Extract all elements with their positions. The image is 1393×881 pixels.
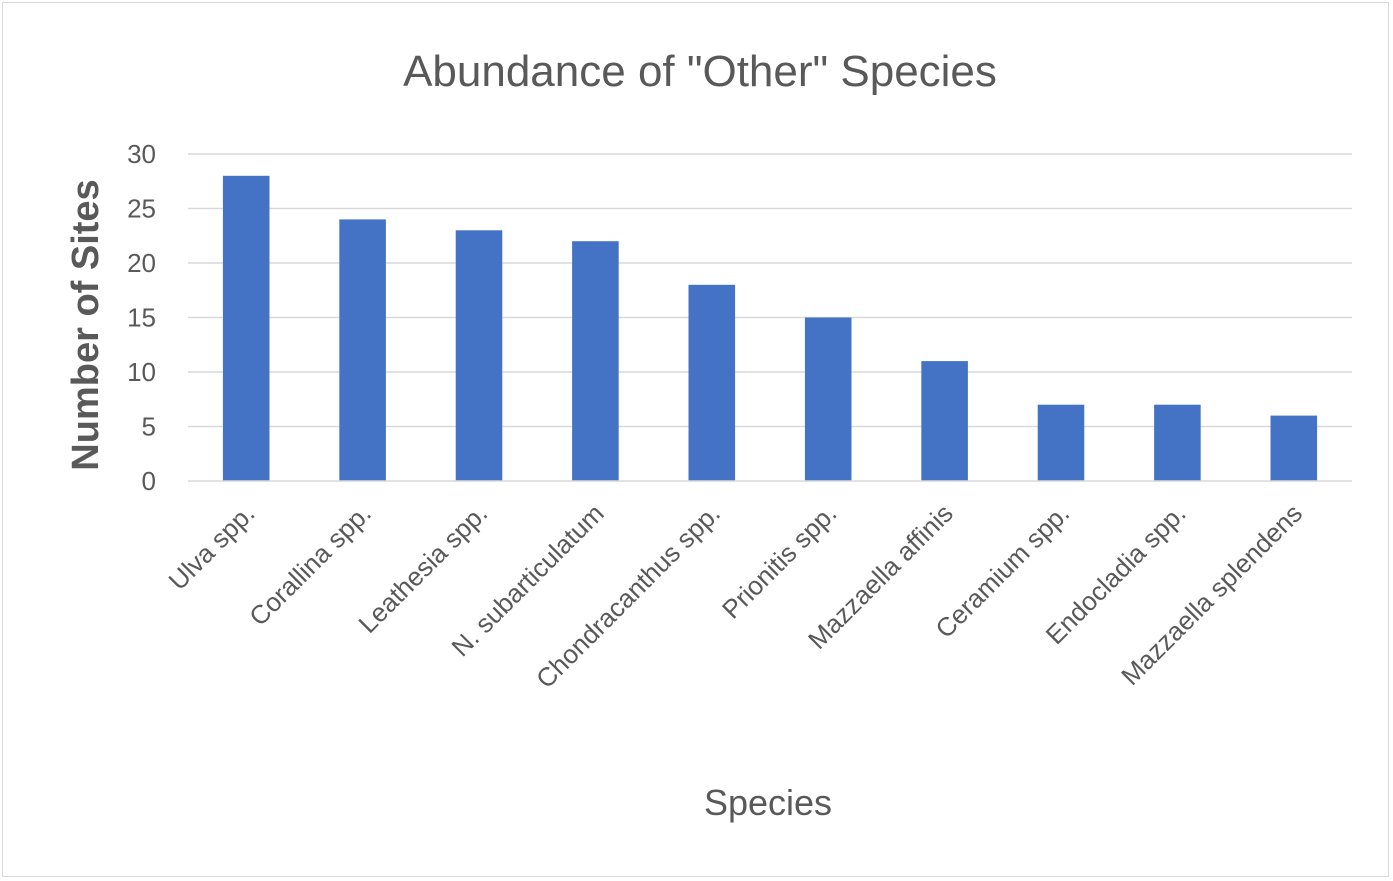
y-axis-ticks: 0 5 10 15 20 25 30	[127, 139, 156, 496]
y-tick-label: 20	[127, 248, 156, 278]
x-category-label: Corallina spp.	[243, 498, 377, 632]
chart-title: Abundance of "Other" Species	[403, 47, 997, 96]
y-tick-label: 5	[142, 412, 156, 442]
y-tick-label: 10	[127, 357, 156, 387]
y-tick-label: 0	[142, 466, 156, 496]
bars	[222, 175, 1318, 482]
y-tick-label: 25	[127, 194, 156, 224]
bar	[339, 219, 386, 481]
y-tick-label: 30	[127, 139, 156, 169]
bar	[688, 284, 736, 481]
bar	[921, 361, 968, 481]
x-category-label: Prionitis spp.	[716, 498, 842, 624]
bar	[222, 175, 270, 482]
bar	[1270, 415, 1318, 481]
x-axis-label: Species	[704, 782, 832, 823]
y-tick-label: 15	[127, 303, 156, 333]
bar	[804, 317, 852, 481]
x-axis-category-labels: Ulva spp.Corallina spp.Leathesia spp.N. …	[163, 498, 1308, 694]
bar	[1037, 404, 1085, 481]
x-category-label: Ulva spp.	[163, 498, 261, 596]
bar	[572, 241, 619, 481]
bar	[1154, 404, 1201, 481]
bar	[455, 230, 503, 481]
y-axis-label: Number of Sites	[65, 179, 107, 470]
